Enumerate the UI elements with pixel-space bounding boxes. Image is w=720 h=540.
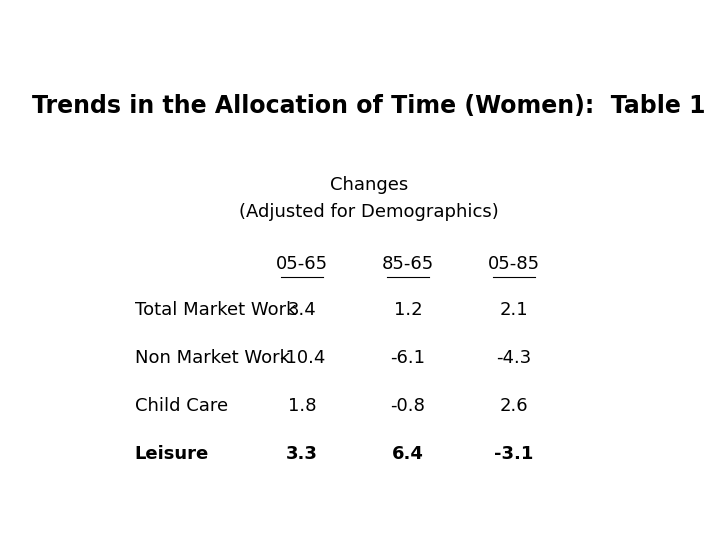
Text: 3.3: 3.3 bbox=[286, 444, 318, 463]
Text: (Adjusted for Demographics): (Adjusted for Demographics) bbox=[239, 204, 499, 221]
Text: -10.4: -10.4 bbox=[279, 349, 325, 367]
Text: 85-65: 85-65 bbox=[382, 255, 434, 273]
Text: -6.1: -6.1 bbox=[390, 349, 426, 367]
Text: 1.8: 1.8 bbox=[288, 397, 316, 415]
Text: Trends in the Allocation of Time (Women):  Table 1: Trends in the Allocation of Time (Women)… bbox=[32, 94, 706, 118]
Text: -3.1: -3.1 bbox=[495, 444, 534, 463]
Text: 1.2: 1.2 bbox=[394, 301, 423, 319]
Text: 2.6: 2.6 bbox=[500, 397, 528, 415]
Text: 05-85: 05-85 bbox=[488, 255, 540, 273]
Text: 2.1: 2.1 bbox=[500, 301, 528, 319]
Text: Leisure: Leisure bbox=[135, 444, 209, 463]
Text: Changes: Changes bbox=[330, 177, 408, 194]
Text: 6.4: 6.4 bbox=[392, 444, 424, 463]
Text: -4.3: -4.3 bbox=[497, 349, 531, 367]
Text: Non Market Work: Non Market Work bbox=[135, 349, 289, 367]
Text: 3.4: 3.4 bbox=[288, 301, 316, 319]
Text: Child Care: Child Care bbox=[135, 397, 228, 415]
Text: -0.8: -0.8 bbox=[391, 397, 426, 415]
Text: Total Market Work: Total Market Work bbox=[135, 301, 296, 319]
Text: 05-65: 05-65 bbox=[276, 255, 328, 273]
